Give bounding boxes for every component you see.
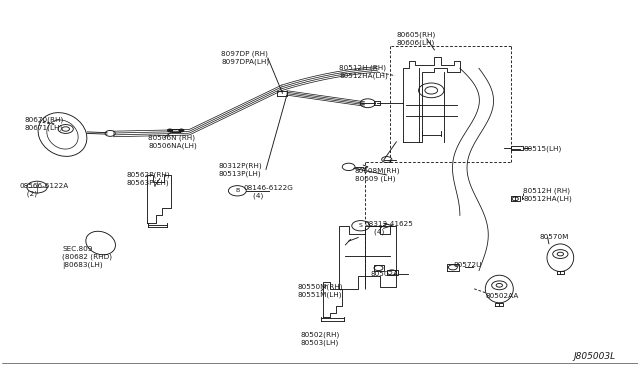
Text: 80515(LH): 80515(LH)	[524, 146, 562, 153]
Text: 08313-41625
    (4): 08313-41625 (4)	[365, 221, 413, 235]
Text: 80502(RH)
80503(LH): 80502(RH) 80503(LH)	[301, 331, 340, 346]
Text: SEC.809
(80682 (RHD)
|80683(LH): SEC.809 (80682 (RHD) |80683(LH)	[63, 247, 113, 269]
Circle shape	[179, 129, 184, 132]
Text: 80512H (RH)
80512HA(LH): 80512H (RH) 80512HA(LH)	[524, 188, 572, 202]
Text: 80502AA: 80502AA	[485, 294, 518, 299]
Text: 80608M(RH)
80609 (LH): 80608M(RH) 80609 (LH)	[355, 168, 401, 182]
Text: 80605(RH)
80606(LH): 80605(RH) 80606(LH)	[396, 32, 436, 46]
Circle shape	[168, 129, 173, 132]
Text: 80572U: 80572U	[454, 262, 482, 268]
Text: 80312P(RH)
80513P(LH): 80312P(RH) 80513P(LH)	[218, 162, 262, 177]
Text: 80562P(RH)
80563P(LH): 80562P(RH) 80563P(LH)	[126, 171, 170, 186]
Text: 80502A: 80502A	[371, 271, 399, 277]
Text: 80506N (RH)
80506NA(LH): 80506N (RH) 80506NA(LH)	[148, 135, 197, 149]
Text: J805003L: J805003L	[573, 352, 616, 361]
Text: 08566-6122A
   (2): 08566-6122A (2)	[20, 183, 69, 197]
Text: 80670(RH)
80671(LH): 80670(RH) 80671(LH)	[24, 116, 63, 131]
Text: 80570M: 80570M	[540, 234, 569, 240]
Text: 80512H (RH)
80512HA(LH): 80512H (RH) 80512HA(LH)	[339, 65, 388, 79]
Text: 8097DP (RH)
8097DPA(LH): 8097DP (RH) 8097DPA(LH)	[221, 50, 269, 64]
Text: 80550M(RH)
80551M(LH): 80550M(RH) 80551M(LH)	[298, 283, 343, 298]
Text: S: S	[359, 223, 363, 228]
Text: 08146-6122G
    (4): 08146-6122G (4)	[244, 185, 294, 199]
Text: B: B	[236, 188, 239, 193]
